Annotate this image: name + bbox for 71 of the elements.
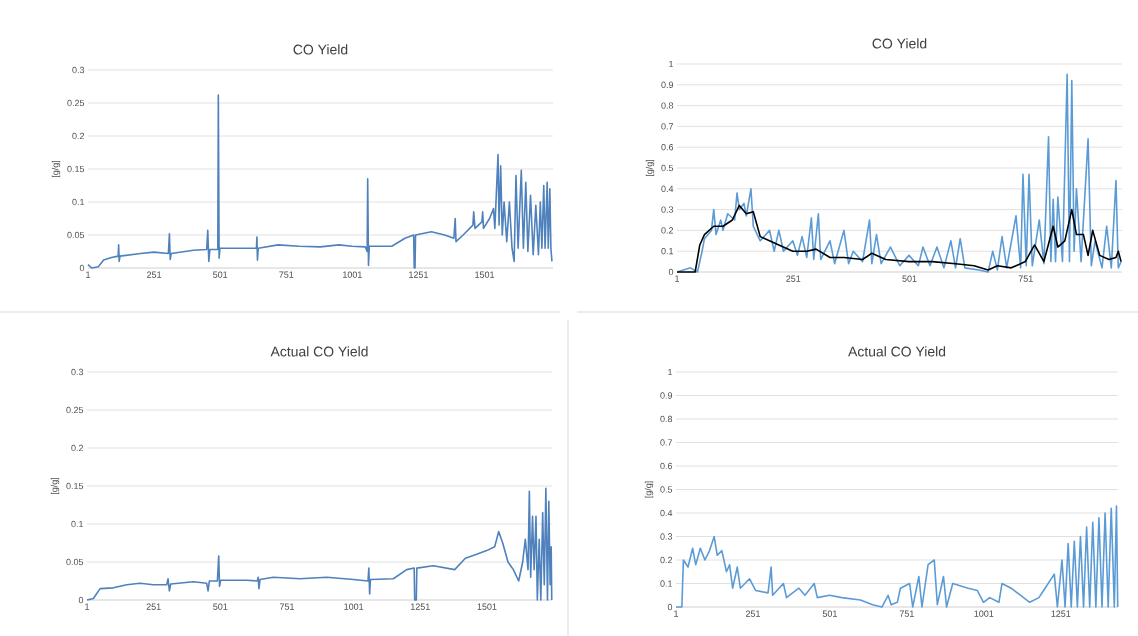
y-tick-label: 0.1 [72,198,85,206]
x-tick-label: 251 [146,603,161,610]
x-tick-label: 1 [674,610,679,617]
y-tick-label: 0.2 [661,227,674,234]
x-tick-label: 1251 [1051,610,1071,617]
y-tick-label: 0.3 [661,206,674,213]
y-tick-label: 0.5 [661,164,674,172]
y-tick-label: 0.1 [71,520,84,528]
y-tick-label: 0.3 [71,368,84,376]
line-series [676,73,1122,273]
y-tick-label: 0.7 [660,439,673,446]
y-axis-title: [g/g] [645,159,655,177]
y-axis-title: [g/g] [644,481,654,498]
y-tick-label: 0.9 [660,392,673,399]
x-tick-label: 1 [675,275,680,282]
y-tick-label: 0 [667,603,673,611]
x-tick-label: 251 [745,610,760,617]
y-tick-label: 0.4 [661,185,674,192]
x-tick-label: 251 [147,271,162,278]
y-tick-label: 0 [78,596,84,604]
y-tick-label: 0.15 [67,165,85,173]
y-tick-label: 0.05 [67,231,85,239]
x-tick-label: 501 [902,275,917,282]
chart-title: CO Yield [293,44,348,55]
y-tick-label: 0 [668,268,674,276]
y-tick-label: 0.3 [660,533,673,540]
x-tick-label: 751 [279,271,294,278]
y-tick-label: 0.6 [660,462,673,470]
x-tick-label: 251 [786,275,801,282]
y-tick-label: 0.7 [661,123,674,130]
line-series [86,487,553,601]
x-tick-label: 1501 [475,271,495,278]
y-tick-label: 0.1 [661,248,674,255]
x-tick-label: 751 [899,610,914,617]
y-tick-label: 1 [669,60,674,68]
x-tick-label: 501 [822,610,837,617]
y-tick-label: 0.25 [67,99,85,107]
x-tick-label: 1 [85,603,90,610]
y-axis-title: [g/g] [50,477,60,495]
y-tick-label: 0.05 [66,558,84,566]
x-tick-label: 501 [213,271,228,278]
x-tick-label: 751 [1018,275,1033,282]
y-tick-label: 0.15 [66,482,84,490]
x-tick-label: 1 [86,271,91,278]
y-tick-label: 0.2 [71,444,84,452]
y-tick-label: 0.2 [72,132,85,140]
x-tick-label: 1001 [344,603,364,610]
x-tick-label: 1001 [974,610,994,617]
y-tick-label: 0.8 [661,102,674,109]
x-tick-label: 751 [279,603,295,610]
chart-title: CO Yield [872,38,927,49]
x-tick-label: 1251 [411,603,430,610]
y-tick-label: 0.25 [66,406,84,414]
y-tick-label: 0.4 [660,509,673,517]
x-tick-label: 501 [213,603,228,610]
x-tick-label: 1501 [477,603,497,610]
y-tick-label: 1 [668,368,673,376]
y-tick-label: 0 [79,264,85,272]
y-tick-label: 0.2 [660,556,673,564]
y-axis-title: [g/g] [51,160,61,178]
chart-title: Actual CO Yield [270,346,368,357]
y-tick-label: 0.9 [661,81,674,88]
y-tick-label: 0.5 [660,486,673,493]
line-series [675,505,1119,608]
y-tick-label: 0.3 [72,66,85,74]
y-tick-label: 0.8 [660,415,673,423]
chart-title: Actual CO Yield [848,346,946,357]
y-tick-label: 0.1 [660,580,673,587]
y-tick-label: 0.6 [661,144,674,151]
x-tick-label: 1251 [409,271,428,278]
x-tick-label: 1001 [343,271,362,278]
